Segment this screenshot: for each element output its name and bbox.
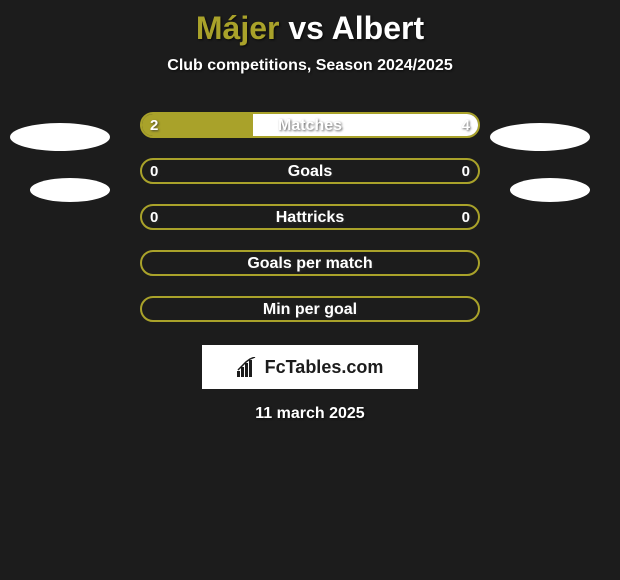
- comparison-title: Májer vs Albert: [0, 0, 620, 47]
- stat-bar: [140, 204, 480, 230]
- vs-word: vs: [288, 10, 324, 46]
- stat-value-right: 4: [462, 117, 470, 134]
- decorative-ellipse: [490, 123, 590, 151]
- comparison-subtitle: Club competitions, Season 2024/2025: [0, 57, 620, 75]
- decorative-ellipse: [510, 178, 590, 202]
- stat-bar-right-fill: [253, 114, 478, 136]
- bars-chart-icon: [237, 357, 259, 377]
- snapshot-date: 11 march 2025: [0, 405, 620, 423]
- decorative-ellipse: [30, 178, 110, 202]
- stat-bar-left-fill: [142, 114, 253, 136]
- stat-row: Hattricks00: [0, 195, 620, 241]
- player-right-name: Albert: [332, 10, 424, 46]
- stat-row: Min per goal: [0, 287, 620, 333]
- stat-bar: [140, 296, 480, 322]
- stat-value-left: 2: [150, 117, 158, 134]
- brand-badge: FcTables.com: [202, 345, 418, 389]
- stat-value-left: 0: [150, 209, 158, 226]
- stat-bar: [140, 112, 480, 138]
- player-left-name: Májer: [196, 10, 280, 46]
- stat-value-right: 0: [462, 209, 470, 226]
- stat-value-right: 0: [462, 163, 470, 180]
- decorative-ellipse: [10, 123, 110, 151]
- stat-bar: [140, 158, 480, 184]
- stat-bar: [140, 250, 480, 276]
- brand-text: FcTables.com: [265, 357, 384, 378]
- stat-value-left: 0: [150, 163, 158, 180]
- stat-row: Goals per match: [0, 241, 620, 287]
